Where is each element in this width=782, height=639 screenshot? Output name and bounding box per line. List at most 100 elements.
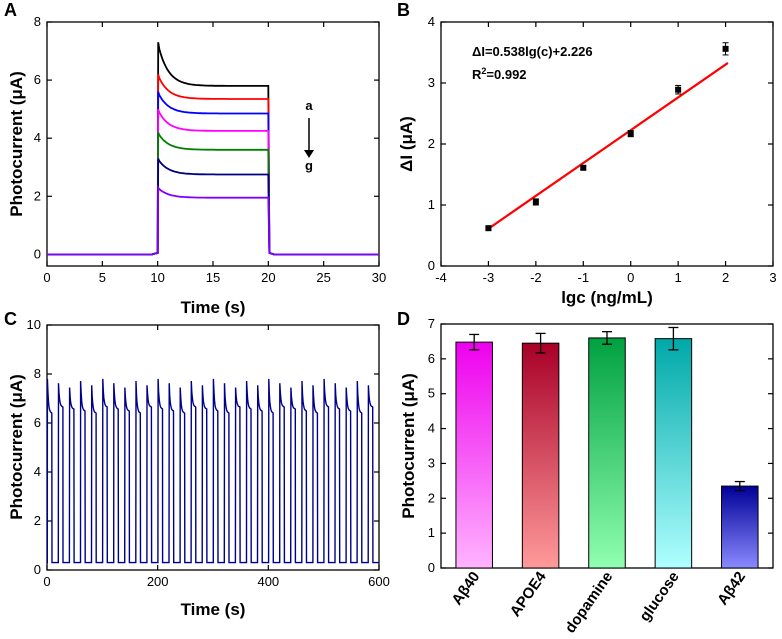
x-tick-label: 0 xyxy=(627,270,634,285)
panel-d-ticks: 0 1 2 3 4 5 6 7 xyxy=(428,316,773,575)
x-tick-label: 600 xyxy=(368,574,390,589)
y-tick-label: 5 xyxy=(428,386,435,401)
panel-a-letter: A xyxy=(4,0,17,20)
panel-b-r2: R2=0.992 xyxy=(472,66,527,82)
series-line-d xyxy=(47,108,379,256)
panel-b-points xyxy=(485,42,729,232)
series-line-c xyxy=(47,91,379,256)
panel-c-xlabel: Time (s) xyxy=(181,600,246,619)
panel-d-bars xyxy=(455,326,759,569)
panel-a-label-a: a xyxy=(305,98,313,113)
y-tick-label: 3 xyxy=(428,75,435,90)
y-tick-label: 4 xyxy=(428,14,435,29)
x-tick-label: -4 xyxy=(435,270,447,285)
panel-b-ylabel: ΔI (μA) xyxy=(397,116,416,172)
x-tick-label: 10 xyxy=(150,270,164,285)
y-tick-label: 2 xyxy=(428,490,435,505)
panel-c-series xyxy=(46,378,379,564)
panel-c-ylabel: Photocurrent (μA) xyxy=(7,374,26,519)
y-tick-label: 8 xyxy=(34,14,41,29)
category-label: APOE4 xyxy=(507,568,550,620)
data-point xyxy=(627,130,634,137)
y-tick-label: 4 xyxy=(428,421,435,436)
category-label: Aβ42 xyxy=(714,569,749,609)
bar-0 xyxy=(455,341,493,569)
y-tick-label: 1 xyxy=(428,197,435,212)
panel-a-frame xyxy=(46,21,380,267)
x-tick-label: 25 xyxy=(316,270,330,285)
y-tick-label: 2 xyxy=(34,188,41,203)
panel-b-xlabel: lgc (ng/mL) xyxy=(561,288,653,307)
y-tick-label: 7 xyxy=(428,316,435,331)
panel-a-series xyxy=(47,42,379,256)
y-tick-label: 8 xyxy=(34,366,41,381)
fit-line xyxy=(485,62,729,232)
panel-c: C 0 2 4 6 8 10 0 200 400 600 Time (s) Photocurren… xyxy=(4,309,390,619)
data-point xyxy=(532,198,539,205)
panel-c-letter: C xyxy=(4,309,17,329)
y-tick-label: 2 xyxy=(428,136,435,151)
x-tick-label: 1 xyxy=(675,270,682,285)
y-tick-label: 4 xyxy=(34,464,41,479)
x-tick-label: 0 xyxy=(43,574,50,589)
x-tick-label: 20 xyxy=(261,270,275,285)
y-tick-label: 1 xyxy=(428,525,435,540)
panel-d-categories: Aβ40 APOE4 dopamine glucose Aβ42 xyxy=(449,568,750,636)
panel-a-xlabel: Time (s) xyxy=(181,298,246,317)
panel-a-label-g: g xyxy=(305,158,313,173)
panel-a-ticks: 0 2 4 6 8 0 5 10 15 20 25 30 xyxy=(34,14,386,285)
series-line-b xyxy=(47,74,379,256)
y-tick-label: 6 xyxy=(34,72,41,87)
panel-b-fit xyxy=(485,62,729,232)
panel-a: A 0 2 4 6 8 0 5 10 15 20 25 30 a g Time (s) Photocu… xyxy=(4,0,386,317)
x-tick-label: 400 xyxy=(257,574,279,589)
data-point xyxy=(580,164,587,171)
y-tick-label: 0 xyxy=(428,258,435,273)
y-tick-label: 6 xyxy=(34,415,41,430)
bar-1 xyxy=(521,342,560,569)
panel-b-r2-sup: 2 xyxy=(481,66,486,76)
x-tick-label: -1 xyxy=(578,270,590,285)
y-tick-label: 0 xyxy=(34,246,41,261)
x-tick-label: 200 xyxy=(147,574,169,589)
x-tick-label: -3 xyxy=(483,270,495,285)
y-tick-label: 3 xyxy=(428,455,435,470)
series-line-e xyxy=(47,132,379,256)
y-tick-label: 2 xyxy=(34,513,41,528)
y-tick-label: 10 xyxy=(27,317,41,332)
y-tick-label: 6 xyxy=(428,351,435,366)
data-point xyxy=(675,86,682,93)
series-line-g xyxy=(47,184,379,256)
x-tick-label: -2 xyxy=(530,270,542,285)
panel-a-arrowhead xyxy=(304,150,314,158)
x-tick-label: 15 xyxy=(206,270,220,285)
data-point xyxy=(485,225,492,232)
x-tick-label: 2 xyxy=(722,270,729,285)
bar-2 xyxy=(588,337,626,569)
data-point xyxy=(722,45,729,52)
panel-a-ylabel: Photocurrent (μA) xyxy=(7,71,26,216)
x-tick-label: 30 xyxy=(372,270,386,285)
panel-d-letter: D xyxy=(397,309,410,329)
category-label: dopamine xyxy=(562,569,617,637)
y-tick-label: 0 xyxy=(34,562,41,577)
x-tick-label: 0 xyxy=(43,270,50,285)
panel-c-ticks: 0 2 4 6 8 10 0 200 400 600 xyxy=(27,317,390,589)
category-label: Aβ40 xyxy=(449,569,484,609)
y-tick-label: 4 xyxy=(34,130,41,145)
y-tick-label: 0 xyxy=(428,560,435,575)
cycling-photocurrent-line xyxy=(46,378,379,564)
bar-4 xyxy=(721,485,759,569)
x-tick-label: 5 xyxy=(99,270,106,285)
category-label: glucose xyxy=(636,569,682,625)
panel-b-ticks: 0 1 2 3 4 -4 -3 -2 -1 0 1 2 3 xyxy=(428,14,777,285)
panel-b-equation: ΔI=0.538lg(c)+2.226 xyxy=(472,44,593,59)
series-line-a xyxy=(47,42,379,256)
bar-3 xyxy=(654,338,693,569)
panel-b-r2-value: =0.992 xyxy=(486,67,526,82)
series-line-f xyxy=(47,158,379,256)
panel-d-ylabel: Photocurrent (μA) xyxy=(399,373,418,518)
